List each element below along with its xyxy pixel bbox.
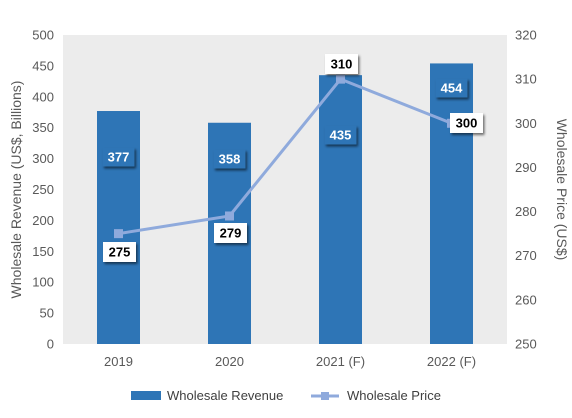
left-axis-title: Wholesale Revenue (US$, Billions) xyxy=(8,81,24,299)
line-data-label-box xyxy=(450,113,483,133)
line-data-label: 300 xyxy=(450,113,483,133)
line-data-label-text: 300 xyxy=(456,116,478,131)
line-marker xyxy=(336,74,345,84)
right-tick-label: 260 xyxy=(515,292,537,307)
line-path xyxy=(118,77,453,236)
left-tick-label: 50 xyxy=(40,306,54,321)
legend: Wholesale Revenue Wholesale Price xyxy=(131,388,441,403)
left-tick-label: 450 xyxy=(32,58,54,73)
right-tick-label: 280 xyxy=(515,204,537,219)
bar-data-label: 358 xyxy=(213,149,246,169)
bar xyxy=(430,63,473,344)
right-tick-label: 300 xyxy=(515,116,537,131)
left-tick-label: 300 xyxy=(32,151,54,166)
left-axis-ticks: 0 50 100 150 200 250 300 350 400 450 500 xyxy=(32,28,54,352)
line-data-label: 275 xyxy=(103,242,136,262)
right-axis-title: Wholesale Price (US$) xyxy=(554,119,570,261)
category-label: 2020 xyxy=(215,354,244,369)
line-marker xyxy=(114,229,123,239)
line-data-label: 310 xyxy=(325,54,358,74)
category-axis-labels: 2019 2020 2021 (F) 2022 (F) xyxy=(104,354,476,369)
left-tick-label: 400 xyxy=(32,89,54,104)
line-data-labels: 275 279 310 300 xyxy=(103,54,483,262)
right-tick-label: 250 xyxy=(515,337,537,352)
bar xyxy=(97,111,140,344)
category-label: 2022 (F) xyxy=(427,354,476,369)
category-label: 2021 (F) xyxy=(316,354,365,369)
right-tick-label: 290 xyxy=(515,160,537,175)
left-tick-label: 350 xyxy=(32,120,54,135)
line-data-label-text: 310 xyxy=(331,57,353,72)
bar-data-label-text: 435 xyxy=(330,128,352,143)
right-axis-ticks: 250 260 270 280 290 300 310 320 xyxy=(515,28,537,352)
left-tick-label: 150 xyxy=(32,244,54,259)
bar-data-labels: 377 358 435 454 xyxy=(102,78,468,169)
left-tick-label: 200 xyxy=(32,213,54,228)
bar-data-label-text: 377 xyxy=(108,150,130,165)
bar-data-label-box xyxy=(435,78,468,98)
line-data-label-box xyxy=(103,242,136,262)
bar-data-label: 377 xyxy=(102,147,135,167)
bar-data-label-box xyxy=(324,125,357,145)
right-tick-label: 310 xyxy=(515,72,537,87)
right-tick-label: 320 xyxy=(515,28,537,43)
left-tick-label: 250 xyxy=(32,182,54,197)
line-data-label-text: 275 xyxy=(109,245,131,260)
bar-data-label: 435 xyxy=(324,125,357,145)
bar-data-label-text: 358 xyxy=(219,152,241,167)
bar-data-label-box xyxy=(213,149,246,169)
bar-data-label: 454 xyxy=(435,78,468,98)
line-data-label-box xyxy=(325,54,358,74)
legend-line-marker xyxy=(321,392,329,400)
line-data-label-text: 279 xyxy=(220,226,242,241)
legend-bar-swatch xyxy=(131,391,161,400)
category-label: 2019 xyxy=(104,354,133,369)
line-marker xyxy=(225,211,234,221)
left-tick-label: 500 xyxy=(32,28,54,43)
left-tick-label: 100 xyxy=(32,275,54,290)
bar-data-label-text: 454 xyxy=(441,81,463,96)
left-tick-label: 0 xyxy=(47,337,54,352)
right-tick-label: 270 xyxy=(515,248,537,263)
legend-line-label: Wholesale Price xyxy=(347,388,441,403)
legend-bar-label: Wholesale Revenue xyxy=(167,388,283,403)
bar xyxy=(319,75,362,345)
bar-data-label-box xyxy=(102,147,135,167)
line-data-label: 279 xyxy=(214,223,247,243)
line-data-label-box xyxy=(214,223,247,243)
